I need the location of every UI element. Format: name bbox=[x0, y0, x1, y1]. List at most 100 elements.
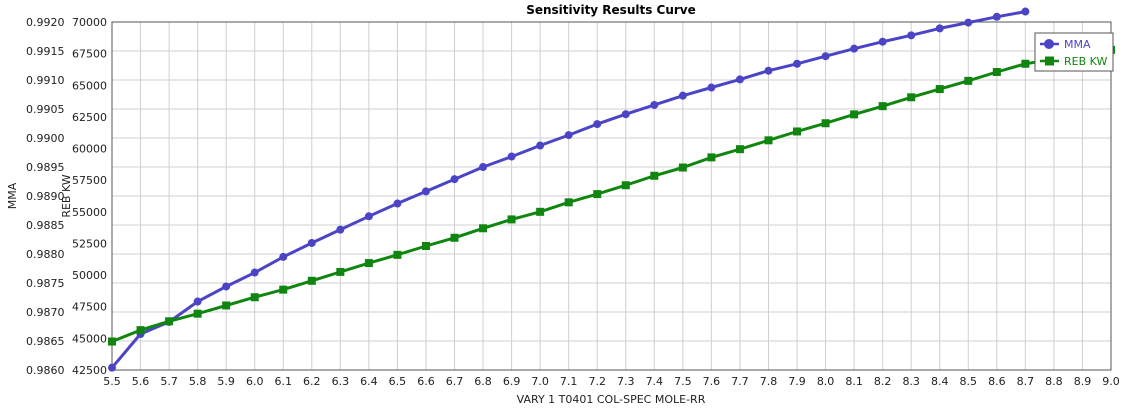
y-right-tick-label: 70000 bbox=[72, 16, 107, 29]
y-left-tick-label: 0.9860 bbox=[26, 364, 65, 377]
data-point-mma bbox=[735, 75, 744, 84]
data-point-reb-kw bbox=[450, 233, 459, 242]
data-point-mma bbox=[279, 252, 288, 261]
data-point-reb-kw bbox=[793, 127, 802, 136]
y-left-tick-label: 0.9880 bbox=[26, 248, 65, 261]
data-point-reb-kw bbox=[907, 93, 916, 102]
data-point-mma bbox=[536, 141, 545, 150]
legend-reb-kw-marker bbox=[1045, 56, 1054, 66]
data-point-reb-kw bbox=[364, 259, 373, 268]
series-line-reb-kw bbox=[111, 48, 1112, 343]
y-right-tick-label: 42500 bbox=[72, 364, 107, 377]
y-left-tick-label: 0.9895 bbox=[26, 161, 65, 174]
data-point-reb-kw bbox=[735, 145, 744, 154]
data-point-reb-kw bbox=[479, 224, 488, 233]
x-tick-label: 5.5 bbox=[103, 375, 121, 388]
x-tick-label: 7.3 bbox=[617, 375, 635, 388]
x-tick-label: 5.7 bbox=[160, 375, 178, 388]
data-point-reb-kw bbox=[992, 67, 1001, 76]
plot-frame bbox=[111, 21, 1112, 371]
data-point-reb-kw bbox=[222, 301, 231, 310]
data-point-reb-kw bbox=[250, 293, 259, 302]
x-tick-label: 8.9 bbox=[1074, 375, 1092, 388]
data-point-reb-kw bbox=[707, 153, 716, 162]
x-tick-label: 8.6 bbox=[988, 375, 1006, 388]
x-tick-label: 6.0 bbox=[246, 375, 264, 388]
y-right-tick-label: 45000 bbox=[72, 332, 107, 345]
legend-mma-label: MMA bbox=[1064, 38, 1091, 51]
data-point-mma bbox=[108, 363, 116, 372]
x-tick-label: 6.6 bbox=[417, 375, 435, 388]
data-point-mma bbox=[222, 282, 231, 291]
x-tick-label: 8.5 bbox=[960, 375, 978, 388]
data-point-mma bbox=[964, 18, 973, 27]
data-point-mma bbox=[707, 83, 716, 92]
y-right-tick-label: 62500 bbox=[72, 111, 107, 124]
data-point-mma bbox=[393, 199, 402, 208]
x-tick-label: 8.7 bbox=[1017, 375, 1035, 388]
y-right-tick-label: 60000 bbox=[72, 143, 107, 156]
y-left-tick-label: 0.9900 bbox=[26, 132, 65, 145]
data-point-reb-kw bbox=[821, 119, 830, 128]
axes: 5.5 5.6 5.7 5.8 5.9 6.0 6.1 6.2 6.3 6.4 6.5 6.6 6.7 6… bbox=[26, 16, 1120, 388]
series-layer bbox=[108, 7, 1115, 372]
y-right-tick-label: 50000 bbox=[72, 269, 107, 282]
data-point-mma bbox=[507, 152, 516, 161]
data-point-mma bbox=[593, 120, 602, 129]
x-tick-label: 8.3 bbox=[902, 375, 920, 388]
data-point-mma bbox=[364, 212, 373, 221]
x-tick-label: 8.0 bbox=[817, 375, 835, 388]
y-axis-left-title: MMA bbox=[6, 182, 19, 209]
x-tick-label: 6.4 bbox=[360, 375, 378, 388]
data-point-reb-kw bbox=[108, 337, 116, 346]
x-tick-label: 6.5 bbox=[389, 375, 407, 388]
y-right-tick-label: 47500 bbox=[72, 301, 107, 314]
legend: MMA REB KW bbox=[1034, 32, 1114, 72]
y-right-tick-label: 52500 bbox=[72, 237, 107, 250]
data-point-mma bbox=[621, 110, 630, 119]
y-axis-right-title: REB KW bbox=[60, 174, 73, 217]
x-tick-label: 9.0 bbox=[1102, 375, 1120, 388]
x-tick-label: 7.4 bbox=[646, 375, 664, 388]
data-point-reb-kw bbox=[279, 285, 288, 294]
x-tick-label: 6.2 bbox=[303, 375, 321, 388]
x-tick-label: 7.5 bbox=[674, 375, 692, 388]
x-tick-label: 7.2 bbox=[588, 375, 606, 388]
data-point-reb-kw bbox=[593, 190, 602, 199]
data-point-reb-kw bbox=[136, 326, 145, 335]
data-point-mma bbox=[307, 238, 316, 247]
x-tick-label: 8.4 bbox=[931, 375, 949, 388]
x-tick-label: 5.8 bbox=[189, 375, 207, 388]
y-left-tick-label: 0.9920 bbox=[26, 16, 65, 29]
x-axis-title: VARY 1 T0401 COL-SPEC MOLE-RR bbox=[517, 393, 706, 406]
data-point-mma bbox=[764, 66, 773, 75]
y-right-tick-label: 55000 bbox=[72, 206, 107, 219]
x-tick-label: 6.1 bbox=[275, 375, 293, 388]
x-tick-label: 5.9 bbox=[217, 375, 235, 388]
x-tick-label: 6.9 bbox=[503, 375, 521, 388]
x-tick-label: 6.7 bbox=[446, 375, 464, 388]
data-point-reb-kw bbox=[336, 267, 345, 276]
data-point-reb-kw bbox=[165, 317, 174, 326]
data-point-reb-kw bbox=[507, 215, 516, 224]
data-point-reb-kw bbox=[935, 85, 944, 94]
y-right-tick-label: 67500 bbox=[72, 48, 107, 61]
data-point-reb-kw bbox=[878, 102, 887, 111]
legend-reb-kw-label: REB KW bbox=[1064, 55, 1107, 68]
y-left-tick-label: 0.9890 bbox=[26, 190, 65, 203]
legend-mma-marker bbox=[1044, 39, 1054, 49]
data-point-reb-kw bbox=[421, 241, 430, 250]
y-right-tick-label: 57500 bbox=[72, 174, 107, 187]
data-point-mma bbox=[992, 12, 1001, 21]
data-point-mma bbox=[850, 44, 859, 53]
data-point-reb-kw bbox=[564, 198, 573, 207]
x-tick-label: 8.8 bbox=[1045, 375, 1063, 388]
data-point-mma bbox=[421, 187, 430, 196]
x-tick-label: 7.0 bbox=[531, 375, 549, 388]
x-tick-label: 8.2 bbox=[874, 375, 892, 388]
data-point-mma bbox=[479, 163, 488, 171]
data-point-mma bbox=[564, 131, 573, 140]
y-left-tick-label: 0.9865 bbox=[26, 335, 65, 348]
data-point-reb-kw bbox=[764, 136, 773, 145]
